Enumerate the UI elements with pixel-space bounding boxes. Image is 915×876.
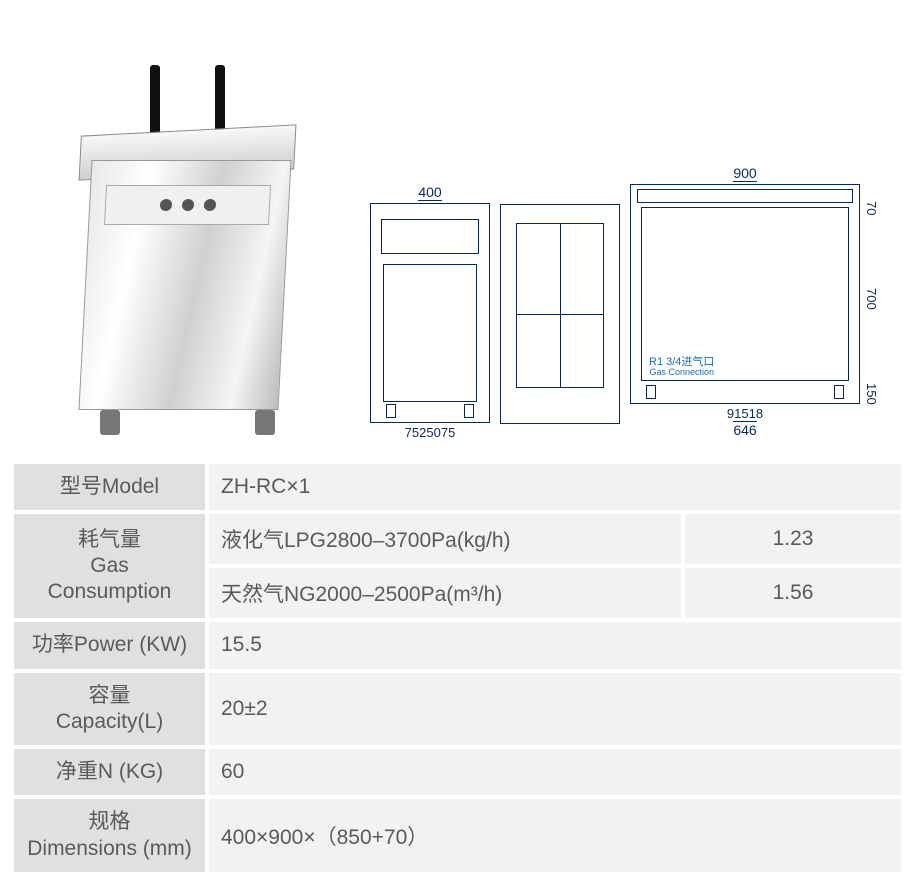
table-row: 型号Model ZH-RC×1 xyxy=(12,462,903,512)
spec-value: ZH-RC×1 xyxy=(207,462,903,512)
spec-value: 液化气LPG2800–3700Pa(kg/h) xyxy=(207,512,683,566)
table-row: 功率Power (KW) 15.5 xyxy=(12,620,903,670)
table-row: 净重N (KG) 60 xyxy=(12,747,903,797)
fryer-illustration xyxy=(55,50,315,430)
gas-connection-label: R1 3/4进气口 Gas Connection xyxy=(649,356,714,378)
spec-value: 60 xyxy=(207,747,903,797)
drawing-side: 900 R1 3/4进气口 Gas Connection 91 518 646 xyxy=(630,165,879,440)
drawing-front: 400 75 250 75 xyxy=(370,184,490,440)
dim-label: 400 xyxy=(418,184,441,201)
table-row: 规格 Dimensions (mm) 400×900×（850+70） xyxy=(12,797,903,874)
spec-value: 15.5 xyxy=(207,620,903,670)
spec-label-gas: 耗气量 Gas Consumption xyxy=(12,512,207,620)
spec-value: 400×900×（850+70） xyxy=(207,797,903,874)
spec-value: 20±2 xyxy=(207,671,903,748)
technical-drawings: 400 75 250 75 900 xyxy=(370,165,905,450)
drawing-top xyxy=(500,186,620,440)
dim-label: 900 xyxy=(733,165,756,182)
table-row: 容量 Capacity(L) 20±2 xyxy=(12,671,903,748)
spec-label-dimensions: 规格 Dimensions (mm) xyxy=(12,797,207,874)
spec-label-weight: 净重N (KG) xyxy=(12,747,207,797)
spec-value: 天然气NG2000–2500Pa(m³/h) xyxy=(207,566,683,620)
dim-bottom: 91 518 xyxy=(727,406,763,421)
spec-table: 型号Model ZH-RC×1 耗气量 Gas Consumption 液化气L… xyxy=(10,460,905,876)
spec-value-num: 1.56 xyxy=(683,566,903,620)
table-row: 耗气量 Gas Consumption 液化气LPG2800–3700Pa(kg… xyxy=(12,512,903,566)
product-photo xyxy=(10,30,360,450)
dim-bottom: 75 250 75 xyxy=(405,425,456,440)
spec-label-power: 功率Power (KW) xyxy=(12,620,207,670)
spec-label-capacity: 容量 Capacity(L) xyxy=(12,671,207,748)
spec-value-num: 1.23 xyxy=(683,512,903,566)
spec-label-model: 型号Model xyxy=(12,462,207,512)
top-section: 400 75 250 75 900 xyxy=(10,10,905,450)
